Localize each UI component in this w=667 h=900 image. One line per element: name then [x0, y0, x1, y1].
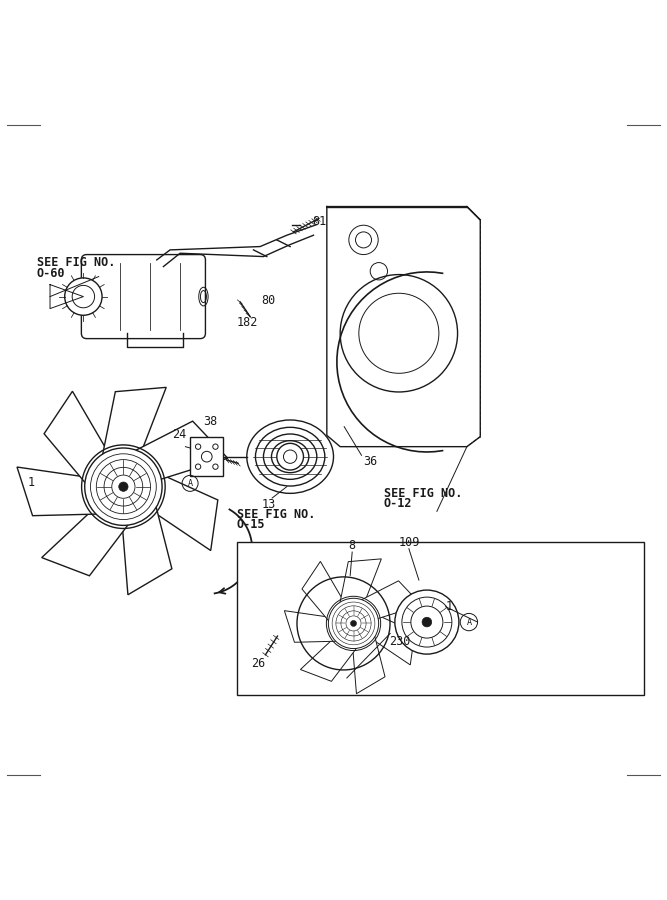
Text: SEE FIG NO.: SEE FIG NO. — [384, 487, 462, 500]
Polygon shape — [44, 392, 109, 486]
Circle shape — [119, 482, 128, 491]
Text: 24: 24 — [171, 428, 186, 441]
Polygon shape — [284, 610, 339, 643]
Text: 26: 26 — [251, 657, 265, 670]
Polygon shape — [17, 467, 101, 516]
Text: A: A — [187, 479, 193, 488]
Text: O-60: O-60 — [37, 267, 65, 280]
Text: 230: 230 — [390, 635, 411, 648]
Polygon shape — [122, 502, 172, 595]
Text: 1: 1 — [446, 600, 453, 613]
Polygon shape — [150, 472, 218, 551]
Circle shape — [85, 448, 162, 526]
Text: 8: 8 — [349, 539, 356, 552]
Polygon shape — [132, 421, 227, 480]
Circle shape — [422, 617, 432, 627]
Circle shape — [395, 590, 459, 654]
Polygon shape — [340, 559, 382, 605]
Text: 38: 38 — [203, 415, 217, 428]
Polygon shape — [359, 580, 422, 619]
Text: 80: 80 — [261, 293, 275, 307]
Text: 1: 1 — [28, 475, 35, 489]
Text: SEE FIG NO.: SEE FIG NO. — [237, 508, 315, 521]
Text: 182: 182 — [237, 316, 258, 328]
Circle shape — [328, 598, 379, 649]
Text: 81: 81 — [312, 215, 326, 228]
Text: SEE FIG NO.: SEE FIG NO. — [37, 256, 115, 268]
Text: O-15: O-15 — [237, 518, 265, 531]
Polygon shape — [42, 508, 131, 576]
Text: 13: 13 — [261, 498, 276, 511]
Text: A: A — [466, 617, 472, 626]
Text: 36: 36 — [364, 455, 378, 468]
Polygon shape — [353, 634, 385, 694]
Polygon shape — [300, 637, 358, 681]
Ellipse shape — [247, 420, 334, 493]
Circle shape — [350, 620, 357, 626]
Circle shape — [277, 444, 303, 470]
Bar — [237, 542, 644, 696]
Text: 109: 109 — [398, 536, 420, 549]
Polygon shape — [102, 387, 166, 459]
Polygon shape — [371, 614, 415, 665]
Text: O-12: O-12 — [384, 497, 412, 510]
Polygon shape — [327, 206, 480, 446]
Circle shape — [65, 278, 102, 315]
Polygon shape — [302, 562, 344, 623]
Bar — [190, 437, 223, 476]
FancyBboxPatch shape — [81, 255, 205, 338]
